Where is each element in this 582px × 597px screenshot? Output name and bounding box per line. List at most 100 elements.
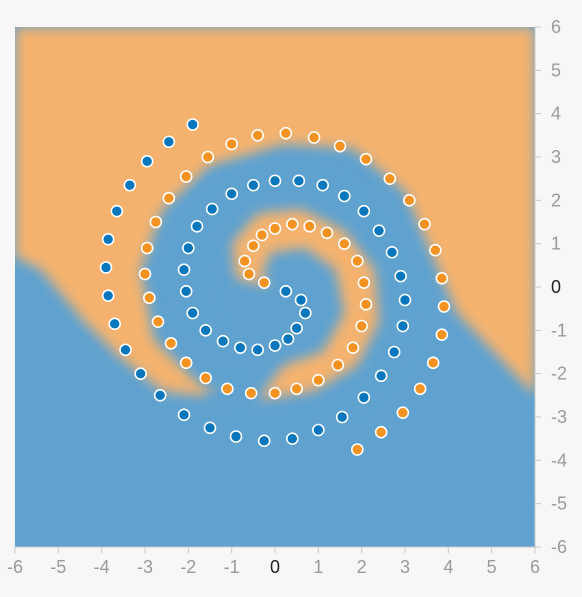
decision-region-background xyxy=(15,27,535,547)
orange-data-point xyxy=(435,328,449,341)
orange-data-point xyxy=(247,239,260,253)
blue-data-point xyxy=(177,263,191,276)
orange-data-point xyxy=(357,276,371,289)
blue-data-point xyxy=(205,202,219,216)
orange-data-point xyxy=(179,170,193,183)
blue-data-point xyxy=(281,332,295,346)
blue-data-point xyxy=(140,155,154,168)
blue-data-point xyxy=(134,367,147,380)
orange-data-point xyxy=(355,319,368,333)
blue-data-point xyxy=(182,241,195,255)
axes: -6 -5 -4 -3 -2 -1 0 1 2 3 4 5 6 6 5 4 3 2 1 0 -1 -2 -3 -4 -5 -6 xyxy=(7,17,567,577)
orange-data-point xyxy=(303,220,316,233)
orange-data-point xyxy=(255,228,269,242)
x-tick-label: 6 xyxy=(530,557,540,577)
y-tick-label: -5 xyxy=(551,494,567,514)
orange-data-point xyxy=(437,300,451,313)
blue-data-point xyxy=(357,204,371,218)
x-tick-label: -6 xyxy=(7,557,23,577)
y-tick-label: 4 xyxy=(551,104,561,124)
y-tick-label: 0 xyxy=(551,277,561,297)
y-tick-label: -3 xyxy=(551,407,567,427)
blue-data-point xyxy=(119,343,132,357)
blue-data-point xyxy=(312,423,325,437)
y-tick-label: 5 xyxy=(551,60,561,80)
blue-data-point xyxy=(268,174,282,188)
orange-data-point xyxy=(199,371,212,385)
y-tick-label: -4 xyxy=(551,450,567,470)
orange-data-point xyxy=(251,129,264,142)
orange-data-point xyxy=(286,217,299,231)
blue-data-point xyxy=(101,289,115,302)
blue-data-point xyxy=(292,174,306,188)
y-tick-label: -6 xyxy=(551,537,567,557)
blue-data-point xyxy=(99,261,113,274)
orange-data-point xyxy=(268,222,282,235)
x-tick-label: 2 xyxy=(357,557,367,577)
orange-data-point xyxy=(179,356,193,370)
blue-data-point xyxy=(216,334,230,348)
blue-data-point xyxy=(396,319,410,333)
blue-data-point xyxy=(203,421,217,435)
x-tick-label: -1 xyxy=(224,557,240,577)
blue-data-point xyxy=(101,233,115,246)
blue-data-point xyxy=(153,389,167,402)
blue-data-point xyxy=(374,369,388,383)
orange-data-point xyxy=(164,337,178,350)
orange-data-point xyxy=(320,226,334,240)
orange-data-point xyxy=(333,139,347,153)
orange-data-point xyxy=(138,267,152,281)
orange-data-point xyxy=(279,126,293,140)
orange-data-point xyxy=(238,254,251,268)
y-tick-label: 3 xyxy=(551,147,561,167)
blue-data-point xyxy=(234,341,247,354)
blue-data-point xyxy=(225,187,238,201)
x-tick-label: 1 xyxy=(313,557,323,577)
x-tick-label: 4 xyxy=(443,557,453,577)
blue-data-point xyxy=(338,189,351,203)
orange-data-point xyxy=(307,131,321,144)
blue-data-point xyxy=(372,224,386,237)
orange-data-point xyxy=(435,272,449,285)
blue-data-point xyxy=(299,306,312,320)
orange-data-point xyxy=(221,382,234,396)
blue-data-point xyxy=(229,430,243,443)
blue-data-point xyxy=(398,293,412,307)
orange-data-point xyxy=(359,152,373,166)
orange-data-point xyxy=(359,298,373,311)
x-tick-label: 3 xyxy=(400,557,410,577)
orange-data-point xyxy=(151,315,165,328)
orange-data-point xyxy=(383,172,397,185)
orange-data-point xyxy=(396,406,410,419)
orange-data-point xyxy=(418,217,431,231)
blue-data-point xyxy=(257,434,271,448)
orange-data-point xyxy=(403,194,416,207)
blue-data-point xyxy=(110,204,124,218)
orange-data-point xyxy=(351,443,364,456)
blue-data-point xyxy=(186,306,199,320)
orange-data-point xyxy=(290,382,303,396)
orange-data-point xyxy=(351,254,364,268)
region-orange-outer xyxy=(15,27,535,400)
orange-data-point xyxy=(242,267,256,281)
blue-data-point xyxy=(286,432,299,445)
orange-data-point xyxy=(374,425,388,439)
blue-data-point xyxy=(335,410,349,424)
x-tick-label: -4 xyxy=(94,557,110,577)
orange-data-point xyxy=(338,237,351,250)
orange-data-point xyxy=(346,341,360,354)
blue-data-point xyxy=(357,391,371,404)
blue-data-point xyxy=(316,178,329,192)
y-tick-label: 1 xyxy=(551,234,561,254)
y-tick-label: -2 xyxy=(551,364,567,384)
orange-data-point xyxy=(149,215,163,229)
blue-data-point xyxy=(186,118,199,131)
blue-data-point xyxy=(394,269,407,283)
blue-data-point xyxy=(251,343,264,357)
orange-data-point xyxy=(429,243,442,257)
blue-data-point xyxy=(294,293,308,307)
orange-data-point xyxy=(331,358,345,372)
blue-data-point xyxy=(199,324,212,337)
blue-data-point xyxy=(179,285,193,298)
